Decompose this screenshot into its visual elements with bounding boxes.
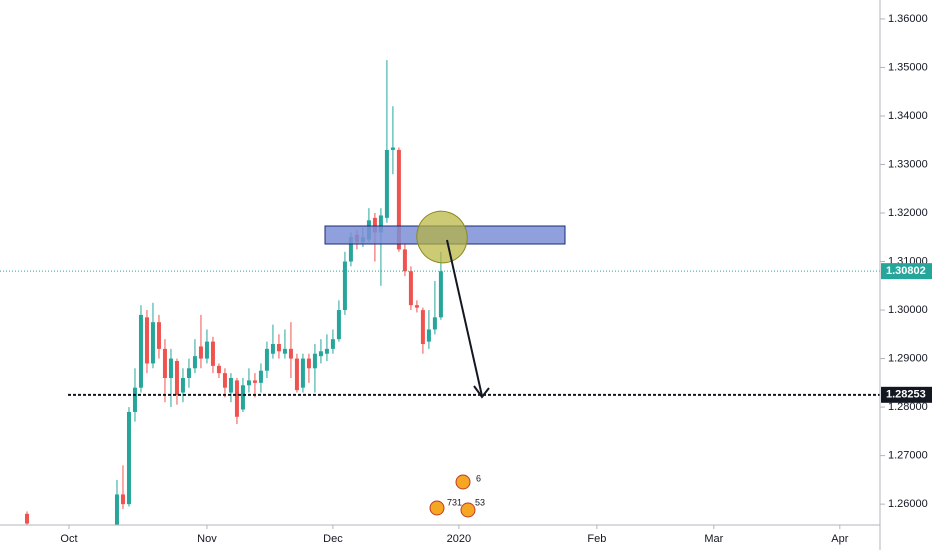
candle-body [324, 348, 329, 354]
event-label: 53 [475, 497, 485, 507]
candle-body [186, 368, 191, 378]
event-icon [460, 502, 476, 518]
x-tick-label: Apr [831, 533, 848, 545]
candle-body [300, 358, 305, 388]
candle-body [228, 377, 233, 393]
candle-body [372, 217, 377, 233]
candle-body [306, 358, 311, 369]
y-tick-label: 1.34000 [888, 110, 928, 122]
candle-body [156, 322, 161, 349]
candle-body [384, 149, 389, 218]
candle-body [180, 377, 185, 393]
candle-body [174, 360, 179, 395]
y-tick-label: 1.30000 [888, 304, 928, 316]
candle-body [390, 147, 395, 150]
candle-body [138, 314, 143, 388]
candle-body [270, 344, 275, 354]
candle-body [252, 380, 257, 383]
event-icon [429, 500, 445, 516]
y-tick-label: 1.27000 [888, 450, 928, 462]
candle-body [114, 494, 119, 525]
candle-body [264, 348, 269, 371]
candle-body [294, 358, 299, 391]
candle-body [414, 305, 419, 308]
candle-body [126, 411, 131, 505]
candle-body [132, 387, 137, 412]
candle-body [192, 356, 197, 369]
y-tick-label: 1.28000 [888, 401, 928, 413]
y-tick-label: 1.32000 [888, 207, 928, 219]
candle-body [396, 149, 401, 250]
y-tick-label: 1.33000 [888, 158, 928, 170]
arrow-head [473, 385, 490, 399]
x-tick-label: Feb [587, 533, 606, 545]
candle-body [216, 365, 221, 374]
candle-body [348, 237, 353, 262]
y-tick-label: 1.36000 [888, 13, 928, 25]
candle-body [438, 271, 443, 318]
candle-body [312, 353, 317, 369]
candle-body [420, 310, 425, 345]
candle-body [402, 249, 407, 272]
arrow-line [446, 239, 483, 397]
candle-body [378, 215, 383, 233]
candle-body [282, 348, 287, 354]
candle-body [150, 322, 155, 364]
price-label: 1.30802 [886, 265, 926, 277]
event-label: 731 [447, 497, 462, 507]
price-label-bg [881, 263, 932, 280]
x-tick-label: Mar [704, 533, 723, 545]
candle-body [234, 380, 239, 417]
candle-body [318, 351, 323, 357]
candle-body [330, 339, 335, 349]
candle-body [246, 380, 251, 386]
candle-body [408, 271, 413, 306]
candle-body [162, 348, 167, 378]
candle-body [288, 348, 293, 359]
x-tick-label: Oct [60, 533, 77, 545]
candle-body [432, 317, 437, 330]
candle-body [222, 373, 227, 388]
candle-body [24, 513, 29, 524]
candle-body [258, 370, 263, 383]
candle-body [240, 385, 245, 410]
x-tick-label: Nov [197, 533, 217, 545]
candle-body [198, 346, 203, 359]
event-icon [455, 474, 471, 490]
candle-body [210, 341, 215, 366]
plot-area [0, 60, 880, 525]
event-icons [429, 474, 476, 518]
candle-body [168, 358, 173, 378]
price-label-bg [881, 386, 932, 403]
x-tick-label: Dec [323, 533, 343, 545]
candle-body [276, 344, 281, 352]
candle-body [342, 261, 347, 311]
candle-body [426, 329, 431, 342]
event-label: 6 [476, 473, 481, 483]
candle-body [144, 317, 149, 364]
y-tick-label: 1.35000 [888, 61, 928, 73]
x-tick-label: 2020 [447, 533, 471, 545]
candle-body [204, 341, 209, 359]
highlight-ellipse [416, 210, 468, 264]
price-label: 1.28253 [886, 389, 926, 401]
y-tick-label: 1.26000 [888, 498, 928, 510]
y-tick-label: 1.29000 [888, 352, 928, 364]
candle-body [336, 310, 341, 340]
candle-body [120, 494, 125, 505]
